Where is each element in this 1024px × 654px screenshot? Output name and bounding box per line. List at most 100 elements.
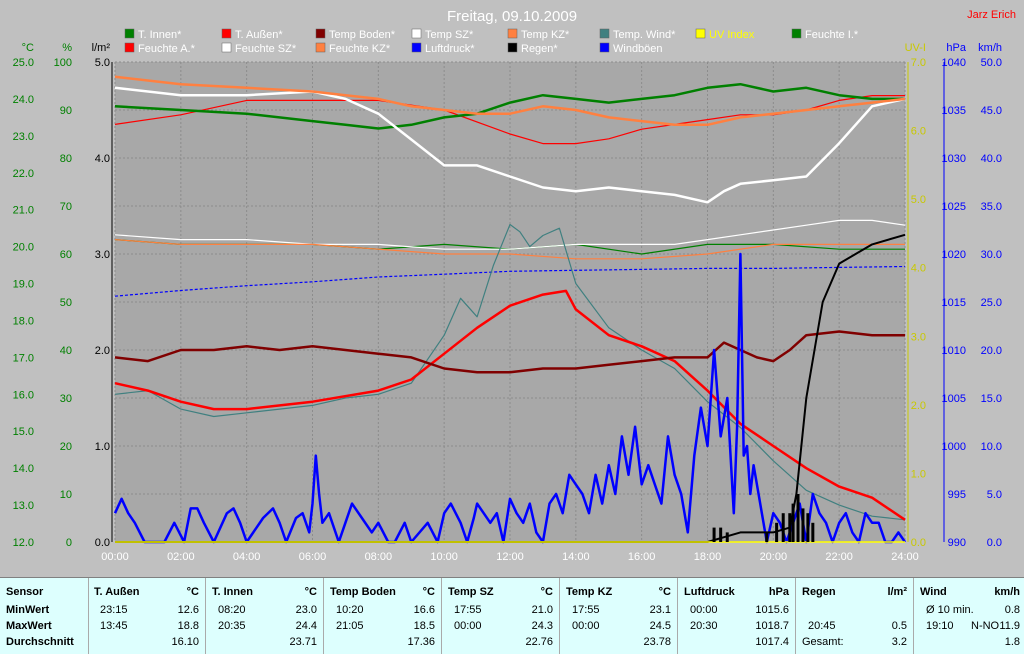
temp-kz-header: Temp KZ [566, 586, 613, 598]
legend-swatch [124, 28, 135, 39]
axis-tick-wind: 10.0 [981, 441, 1002, 453]
legend-swatch [221, 42, 232, 53]
luftdruck-header: Luftdruck [684, 586, 735, 598]
legend-label: Feuchte SZ* [235, 43, 297, 55]
legend-label: Luftdruck* [425, 43, 475, 55]
axis-tick-uv: 4.0 [911, 263, 926, 275]
legend-swatch [507, 28, 518, 39]
legend-label: Temp Boden* [329, 29, 396, 41]
x-tick-label: 20:00 [760, 551, 788, 563]
axis-tick-temp: 24.0 [13, 94, 34, 106]
axis-tick-temp: 14.0 [13, 463, 34, 475]
axis-tick-wind: 50.0 [981, 57, 1002, 69]
temp-kz-avg: 23.78 [643, 636, 671, 648]
t-aussen-min: 12.6 [177, 604, 199, 616]
axis-tick-uv: 5.0 [911, 194, 926, 206]
temp-boden-max: 18.5 [413, 620, 435, 632]
axis-tick-humidity: 90 [60, 105, 72, 117]
wind-max: 11.9 [999, 620, 1020, 632]
temp-sz-min-time: 17:55 [454, 604, 482, 616]
axis-tick-rain: 5.0 [95, 57, 110, 69]
legend-label: T. Innen* [138, 29, 182, 41]
axis-tick-uv: 3.0 [911, 331, 926, 343]
series-windb-en [113, 252, 907, 544]
rain-bar [781, 513, 785, 542]
luftdruck-min: 1015.6 [755, 604, 789, 616]
axis-tick-temp: 20.0 [13, 242, 34, 254]
axis-tick-wind: 35.0 [981, 201, 1002, 213]
wind-header: Wind [920, 586, 947, 598]
axis-unit-wind: km/h [978, 42, 1002, 54]
axis-tick-temp: 21.0 [13, 205, 34, 217]
axis-tick-temp: 18.0 [13, 315, 34, 327]
series-regen [115, 233, 906, 543]
rain-bar [775, 522, 779, 542]
luftdruck-max: 1018.7 [755, 620, 789, 632]
series-layer [113, 75, 907, 544]
t-innen-max: 24.4 [295, 620, 317, 632]
x-tick-label: 22:00 [825, 551, 853, 563]
axis-tick-humidity: 0 [66, 537, 72, 549]
regen-max: 0.5 [891, 620, 907, 632]
temp-kz-min: 23.1 [649, 604, 671, 616]
series-feuchte-kz [114, 239, 905, 260]
durchschnitt-label: Durchschnitt [6, 636, 74, 648]
legend-swatch [599, 42, 610, 53]
regen-max-time: 20:45 [808, 620, 836, 632]
wind-max-dir: N-NO [971, 620, 1000, 632]
temp-kz-unit: °C [658, 586, 671, 598]
legend-swatch [599, 28, 610, 39]
legend-label: Temp KZ* [521, 29, 570, 41]
legend: T. Innen* T. Außen* Temp Boden* Temp SZ* Tem… [124, 28, 859, 55]
axis-tick-pressure: 995 [948, 489, 966, 501]
axis-tick-wind: 20.0 [981, 345, 1002, 357]
stats-col-wind: Wind km/h Ø 10 min. 0.8 19:10 N-NO 11.9 … [914, 578, 1024, 654]
chart-title: Freitag, 09.10.2009 [447, 8, 577, 25]
stats-col-temp-sz: Temp SZ °C 17:55 21.0 00:00 24.3 22.76 [442, 578, 560, 654]
rain-bar [712, 527, 716, 542]
temp-kz-max-time: 00:00 [572, 620, 600, 632]
series-feuchte-sz [114, 219, 906, 250]
rain-bar [719, 527, 723, 542]
luftdruck-max-time: 20:30 [690, 620, 718, 632]
t-aussen-header: T. Außen [94, 586, 140, 598]
legend-label: Feuchte KZ* [329, 43, 391, 55]
x-tick-label: 04:00 [233, 551, 261, 563]
legend-label: Windböen [613, 43, 663, 55]
axis-tick-humidity: 40 [60, 345, 72, 357]
rain-bar [796, 494, 800, 542]
legend-swatch [411, 42, 422, 53]
wind-max-time: 19:10 [926, 620, 954, 632]
axis-tick-rain: 0.0 [95, 537, 110, 549]
legend-swatch [221, 28, 232, 39]
stats-col-luftdruck: Luftdruck hPa 00:00 1015.6 20:30 1018.7 … [678, 578, 796, 654]
legend-label: Feuchte I.* [805, 29, 859, 41]
x-tick-label: 18:00 [694, 551, 722, 563]
rain-bar [801, 508, 805, 542]
temp-boden-unit: °C [422, 586, 435, 598]
series-temp-kz [114, 75, 906, 127]
temp-boden-min: 16.6 [413, 604, 435, 616]
axis-tick-pressure: 1010 [942, 345, 966, 357]
temp-kz-max: 24.5 [649, 620, 671, 632]
axis-tick-temp: 17.0 [13, 352, 34, 364]
series-temp-sz [114, 86, 906, 204]
axis-unit-uv: UV-I [905, 42, 926, 54]
series-temp-wind [114, 223, 906, 521]
luftdruck-unit: hPa [768, 586, 789, 598]
axis-tick-rain: 1.0 [95, 441, 110, 453]
axis-tick-temp: 13.0 [13, 500, 34, 512]
regen-header: Regen [802, 586, 836, 598]
t-innen-header: T. Innen [212, 586, 253, 598]
axis-tick-temp: 12.0 [13, 537, 34, 549]
author-label: Jarz Erich [967, 9, 1016, 21]
luftdruck-min-time: 00:00 [690, 604, 718, 616]
t-aussen-unit: °C [186, 586, 199, 598]
temp-sz-max-time: 00:00 [454, 620, 482, 632]
axis-tick-rain: 4.0 [95, 153, 110, 165]
axis-tick-humidity: 80 [60, 153, 72, 165]
axes: °C 12.0 13.0 14.0 15.0 16.0 17.0 18.0 19.0 20.0 21… [13, 42, 1002, 563]
wind-avg-value: 0.8 [1004, 604, 1020, 616]
x-tick-label: 06:00 [299, 551, 327, 563]
x-tick-label: 10:00 [430, 551, 458, 563]
